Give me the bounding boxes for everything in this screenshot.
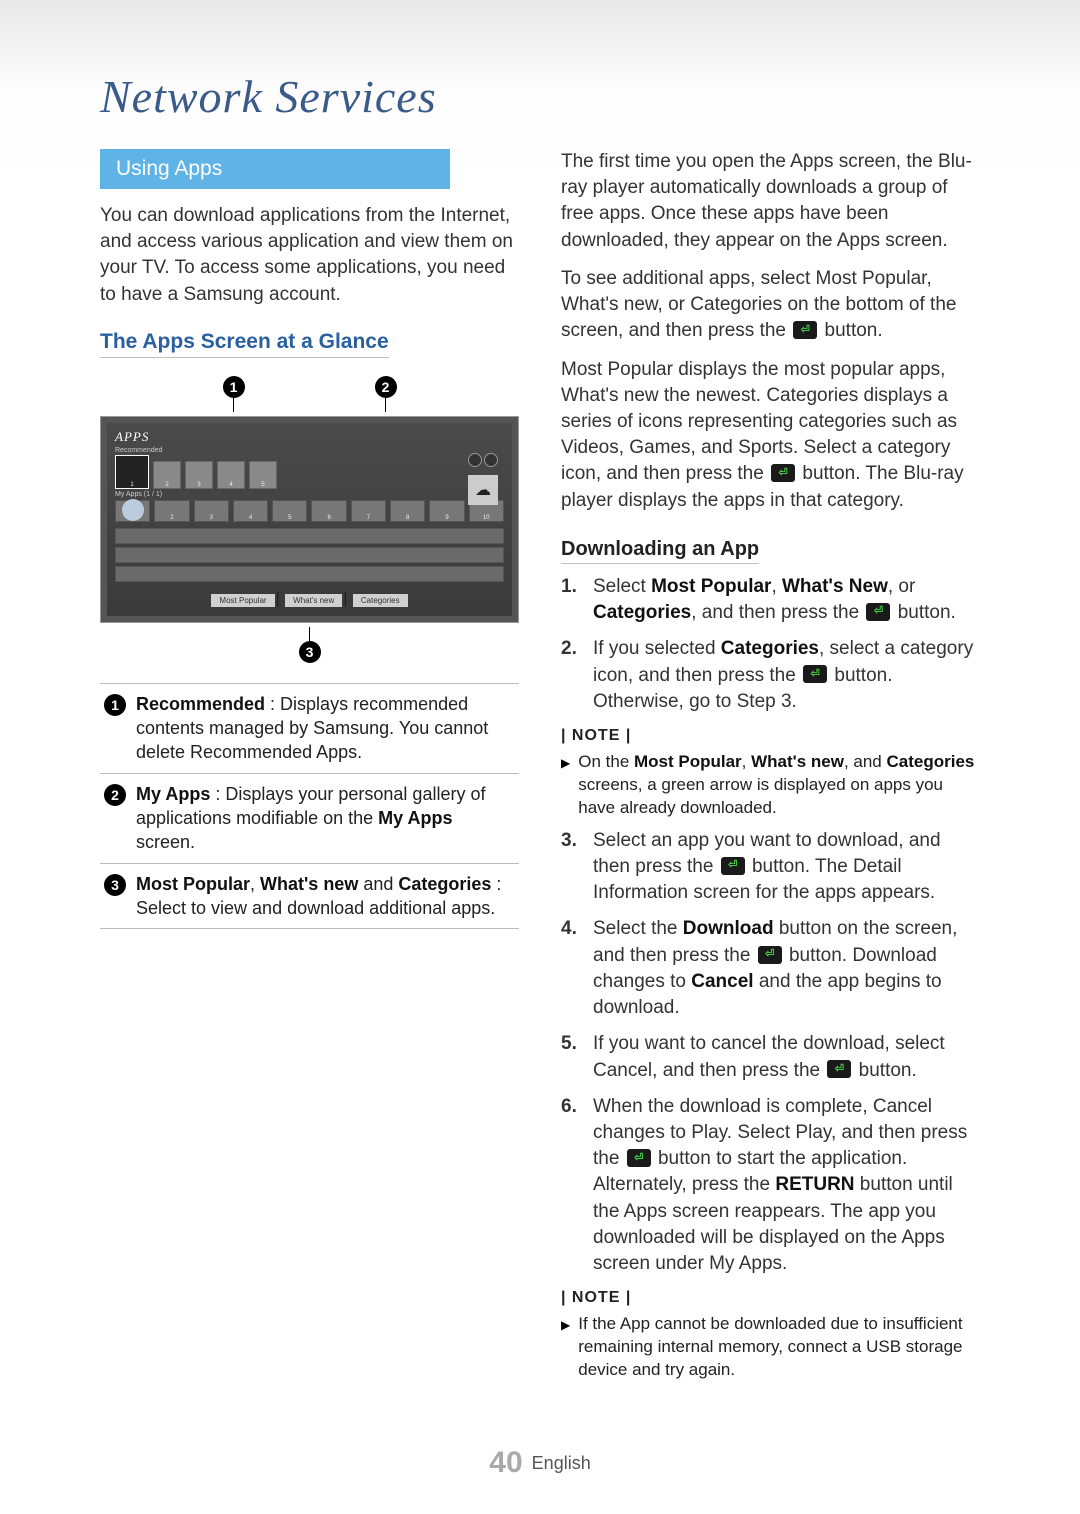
legend-row: 2 My Apps : Displays your personal galle… [100, 774, 519, 864]
app-thumb: 6 [311, 500, 346, 522]
step-1: 1.Select Most Popular, What's New, or Ca… [561, 574, 980, 626]
recommended-label: Recommended [115, 447, 504, 454]
apps-label: APPS [115, 429, 504, 445]
apps-screenshot-figure: 1 2 APPS ☁ Recommended 1 2 [100, 376, 519, 663]
app-thumb: 2 [154, 500, 189, 522]
app-thumb: 2 [153, 461, 181, 489]
app-thumb: 8 [390, 500, 425, 522]
app-thumb: 3 [185, 461, 213, 489]
recommended-row: 1 2 3 4 5 [115, 455, 504, 489]
callout-badge-3: 3 [299, 641, 321, 663]
legend-text-2: My Apps : Displays your personal gallery… [136, 782, 515, 855]
app-thumb: 1 [115, 455, 149, 489]
subheading-download: Downloading an App [561, 538, 759, 564]
callout-badge-2: 2 [375, 376, 397, 398]
legend-text-1: Recommended : Displays recommended conte… [136, 692, 515, 765]
right-para-1: The first time you open the Apps screen,… [561, 149, 980, 254]
arrow-icon: ▶ [561, 755, 570, 820]
footer-language: English [532, 1453, 591, 1473]
page-title: Network Services [100, 70, 980, 123]
shot-footer-tabs: Most Popular| What's new| Categories [115, 590, 504, 608]
enter-button-icon: ⏎ [771, 464, 795, 482]
myapps-row: 2 3 4 5 6 7 8 9 10 [115, 500, 504, 522]
search-icon [484, 453, 498, 467]
enter-button-icon: ⏎ [758, 946, 782, 964]
enter-button-icon: ⏎ [627, 1149, 651, 1167]
arrow-icon: ▶ [561, 1317, 570, 1382]
note-label: | NOTE | [561, 727, 980, 745]
app-thumb: 9 [429, 500, 464, 522]
page-number: 40 [489, 1446, 522, 1479]
weather-widget: ☁ [468, 475, 498, 505]
footer-tab: Categories [353, 594, 408, 607]
two-column-layout: Using Apps You can download applications… [100, 149, 980, 1390]
subheading-glance: The Apps Screen at a Glance [100, 330, 389, 358]
step-3: 3.Select an app you want to download, an… [561, 828, 980, 907]
app-thumb: 7 [351, 500, 386, 522]
app-thumb: 5 [272, 500, 307, 522]
enter-button-icon: ⏎ [803, 665, 827, 683]
callout-badge-1: 1 [223, 376, 245, 398]
step-2: 2.If you selected Categories, select a c… [561, 636, 980, 715]
section-heading-tab: Using Apps [100, 149, 450, 189]
download-steps: 1.Select Most Popular, What's New, or Ca… [561, 574, 980, 715]
app-thumb: 4 [233, 500, 268, 522]
note-item-2: ▶If the App cannot be downloaded due to … [561, 1313, 980, 1382]
myapps-label: My Apps (1 / 1) [115, 491, 504, 498]
step-5: 5.If you want to cancel the download, se… [561, 1031, 980, 1083]
enter-button-icon: ⏎ [827, 1060, 851, 1078]
step-4: 4.Select the Download button on the scre… [561, 916, 980, 1021]
legend-badge-3: 3 [104, 874, 126, 896]
right-column: The first time you open the Apps screen,… [561, 149, 980, 1390]
legend-badge-2: 2 [104, 784, 126, 806]
footer-tab: Most Popular [211, 594, 274, 607]
download-steps-cont: 3.Select an app you want to download, an… [561, 828, 980, 1278]
right-para-3: Most Popular displays the most popular a… [561, 357, 980, 514]
app-thumb: 5 [249, 461, 277, 489]
enter-button-icon: ⏎ [721, 857, 745, 875]
right-para-2: To see additional apps, select Most Popu… [561, 266, 980, 345]
app-thumb [115, 500, 150, 522]
app-thumb: 4 [217, 461, 245, 489]
legend-badge-1: 1 [104, 694, 126, 716]
footer-tab: What's new [285, 594, 342, 607]
page-footer: 40 English [0, 1446, 1080, 1480]
left-column: Using Apps You can download applications… [100, 149, 519, 1390]
manual-page: Network Services Using Apps You can down… [0, 0, 1080, 1514]
enter-button-icon: ⏎ [793, 321, 817, 339]
note-item-1: ▶On the Most Popular, What's new, and Ca… [561, 751, 980, 820]
app-thumb: 3 [194, 500, 229, 522]
apps-screenshot: APPS ☁ Recommended 1 2 3 4 5 [100, 416, 519, 623]
step-6: 6.When the download is complete, Cancel … [561, 1094, 980, 1278]
login-icon [468, 453, 482, 467]
legend-row: 1 Recommended : Displays recommended con… [100, 684, 519, 774]
note-label: | NOTE | [561, 1289, 980, 1307]
empty-rows [115, 528, 504, 582]
top-icons [468, 453, 498, 467]
intro-paragraph: You can download applications from the I… [100, 203, 519, 308]
legend-text-3: Most Popular, What's new and Categories … [136, 872, 515, 921]
legend-row: 3 Most Popular, What's new and Categorie… [100, 864, 519, 930]
enter-button-icon: ⏎ [866, 603, 890, 621]
callout-legend-table: 1 Recommended : Displays recommended con… [100, 683, 519, 929]
